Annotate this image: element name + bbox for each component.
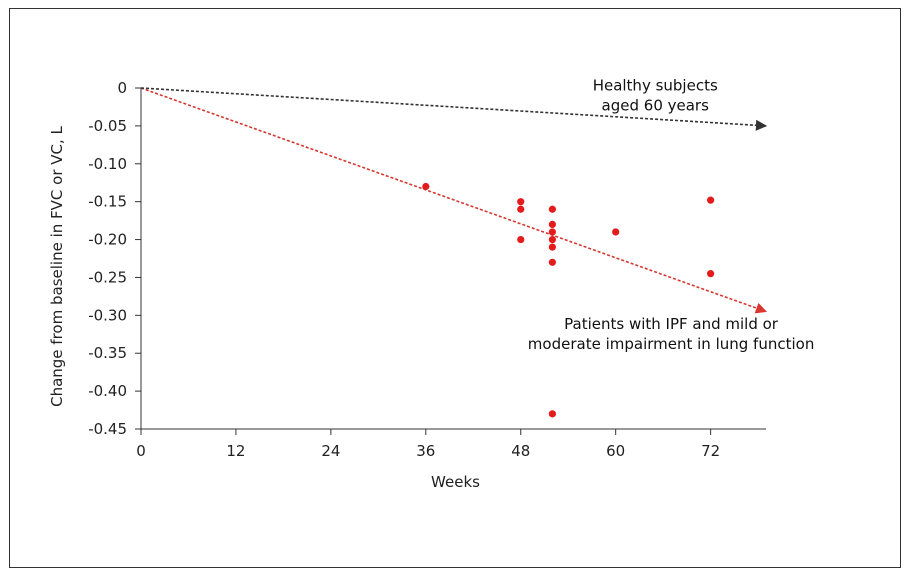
chart-labels: Weeks Change from baseline in FVC or VC,… [48,125,480,491]
x-tick-label: 72 [701,442,720,460]
x-tick-label: 36 [416,442,435,460]
annotation-line: moderate impairment in lung function [528,335,815,353]
annotation-line: Healthy subjects [593,76,718,94]
data-point [548,220,556,228]
x-axis-title: Weeks [431,473,480,491]
y-tick-label: -0.15 [88,193,127,211]
y-tick-label: -0.10 [88,155,127,173]
x-tick-label: 48 [511,442,530,460]
annotation-ipf: Patients with IPF and mild or moderate im… [528,315,815,353]
y-tick-label: -0.05 [88,117,127,135]
y-tick-label: -0.20 [88,231,127,249]
x-tick-label: 60 [606,442,625,460]
annotation-line: aged 60 years [602,96,710,114]
data-points [422,182,715,418]
data-point [548,243,556,251]
chart: 0 -0.05 -0.10 -0.15 -0.20 -0.25 -0.30 -0.35 -0.4… [48,76,815,491]
data-point [548,410,556,418]
data-point [517,235,525,244]
x-tick-label: 12 [226,442,245,460]
y-tick-label: -0.25 [88,268,127,286]
y-tick-label: -0.45 [88,420,127,438]
data-point [548,205,556,213]
y-tick-label: -0.40 [88,382,127,400]
data-point [422,182,430,191]
data-point [517,198,525,206]
annotations: Healthy subjects aged 60 years Patients wi… [528,76,815,353]
data-point [612,228,620,236]
x-tick-label: 24 [321,442,340,460]
axes: 0 -0.05 -0.10 -0.15 -0.20 -0.25 -0.30 -0.35 -0.4… [88,79,766,460]
x-tick-label: 0 [136,442,146,460]
data-point [548,235,556,244]
annotation-healthy: Healthy subjects aged 60 years [593,76,718,114]
trend-lines [140,87,768,314]
y-tick-label: 0 [117,79,127,97]
y-axis-title: Change from baseline in FVC or VC, L [48,125,66,406]
y-tick-label: -0.35 [88,344,127,362]
annotation-line: Patients with IPF and mild or [564,315,779,333]
y-tick-label: -0.30 [88,306,127,324]
healthy-trend-line [140,87,768,131]
data-point [707,196,715,204]
ipf-trend-line [140,87,768,314]
data-point [517,205,525,213]
data-point [707,270,715,278]
data-point [548,258,556,266]
data-point [548,228,556,236]
